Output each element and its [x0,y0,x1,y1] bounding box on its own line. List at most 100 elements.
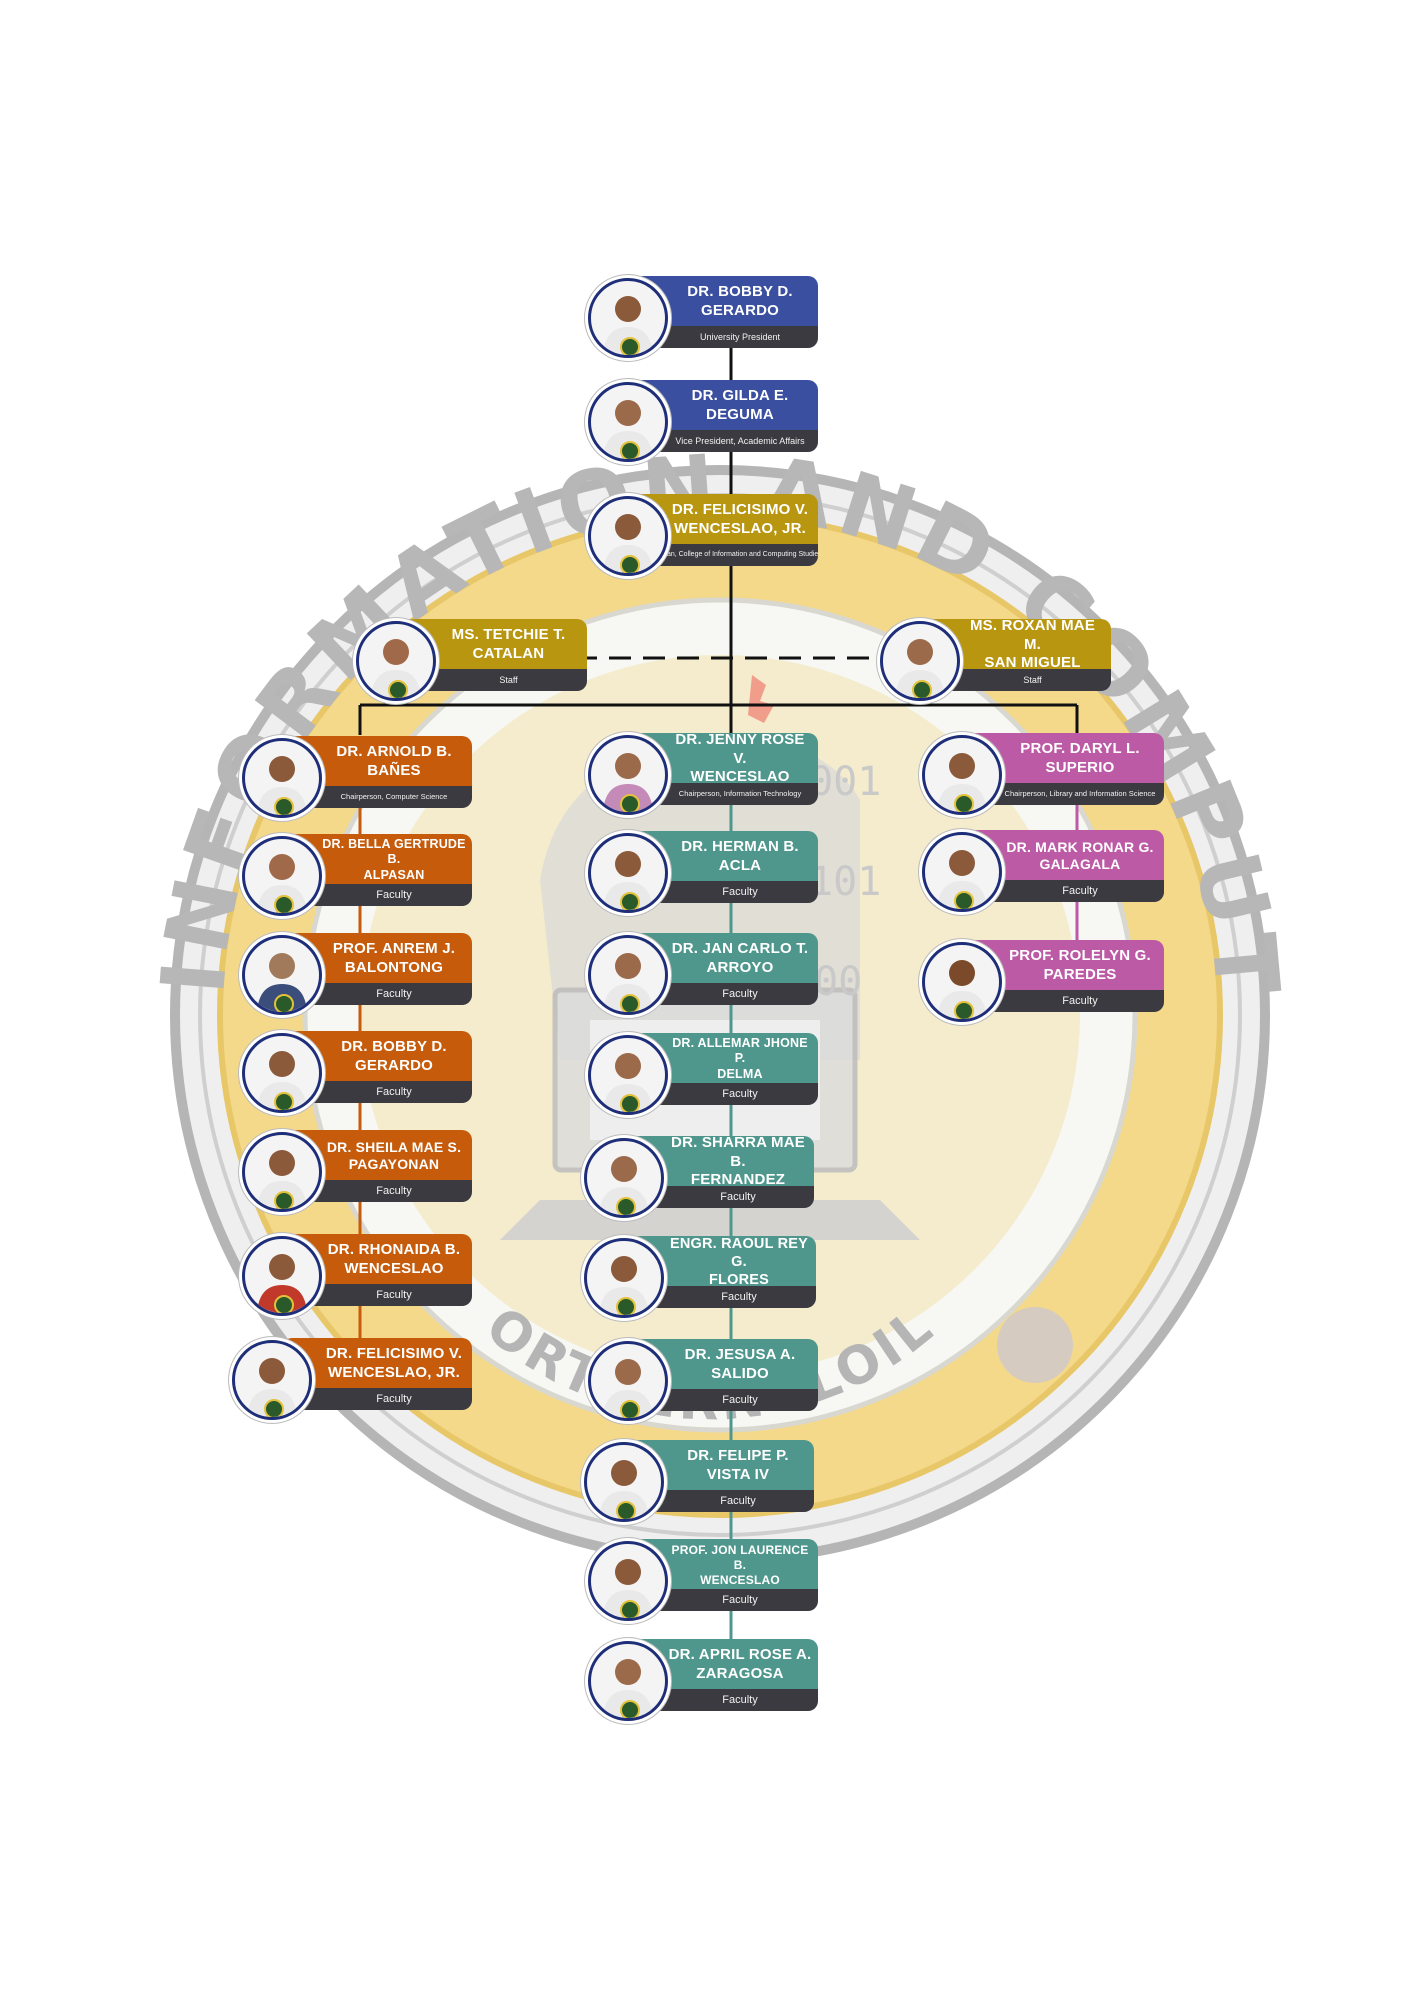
president-role: University President [628,326,818,348]
it-faculty-7-name-line-2: VISTA IV [706,1466,770,1483]
it-faculty-3-portrait-photo [588,1035,668,1115]
staff-1-portrait-photo [356,621,436,701]
org-node-it-faculty-8: PROF. JON LAURENCE B. WENCESLAO Faculty [588,1539,830,1621]
university-seal-badge [620,1600,640,1618]
university-seal-badge [616,1501,636,1519]
it-chair-name-line-2: WENCESLAO [690,768,790,786]
lis-faculty-1-name-line-1: DR. MARK RONAR G. [1006,838,1154,855]
university-seal-badge [620,994,640,1012]
lis-faculty-2-role: Faculty [962,990,1164,1012]
cs-faculty-4-role: Faculty [282,1180,472,1202]
it-faculty-2-role: Faculty [628,983,818,1005]
university-seal-badge [620,1400,640,1418]
university-seal-badge [620,1700,640,1718]
it-faculty-2-name-box: DR. JAN CARLO T. ARROYO [628,933,818,985]
cs-faculty-1-name-line-1: DR. BELLA GERTRUDE B. [322,836,466,867]
lis-chair-name-line-1: PROF. DARYL L. [1020,740,1140,758]
org-node-staff-2: MS. ROXAN MAE M. SAN MIGUEL Staff [880,617,1123,701]
org-node-staff-1: MS. TETCHIE T. CATALAN Staff [356,619,599,701]
it-faculty-9-name-line-2: ZARAGOSA [696,1665,784,1682]
university-seal-badge [388,680,408,698]
org-node-it-faculty-4: DR. SHARRA MAE B. FERNANDEZ Faculty [584,1133,830,1218]
it-faculty-8-name-box: PROF. JON LAURENCE B. WENCESLAO [628,1539,818,1591]
lis-faculty-2-name-line-2: PAREDES [1043,966,1117,983]
it-faculty-8-role: Faculty [628,1589,818,1611]
university-seal-badge [620,337,640,355]
cs-faculty-5-name-line-1: DR. RHONAIDA B. [327,1241,461,1259]
it-faculty-1-role: Faculty [628,881,818,903]
org-node-cs-faculty-4: DR. SHEILA MAE S. PAGAYONAN Faculty [242,1130,484,1212]
university-seal-badge [912,680,932,698]
it-faculty-8-name-line-1: PROF. JON LAURENCE B. [671,1542,809,1572]
cs-faculty-1-portrait-photo [242,836,322,916]
it-chair-portrait-photo [588,735,668,815]
lis-faculty-1-portrait-photo [922,832,1002,912]
university-seal-badge [274,797,294,815]
cs-chair-role: Chairperson, Computer Science [282,786,472,808]
staff-2-role: Staff [920,669,1111,691]
it-faculty-5-name-line-2: FLORES [708,1272,769,1289]
it-faculty-4-role: Faculty [628,1186,814,1208]
cs-faculty-6-role: Faculty [282,1388,472,1410]
it-faculty-2-portrait-photo [588,935,668,1015]
cs-chair-name-line-2: BAÑES [367,762,421,779]
it-faculty-3-name-line-2: DELMA [717,1066,763,1081]
university-seal-badge [620,794,640,812]
university-seal-badge [616,1297,636,1315]
cs-faculty-2-name-line-2: BALONTONG [344,959,444,976]
cs-faculty-4-name-line-1: DR. SHEILA MAE S. [326,1138,462,1155]
org-node-vp: DR. GILDA E. DEGUMA Vice President, Acade… [588,380,830,462]
president-name-line-2: GERARDO [700,302,780,319]
dean-name-line-1: DR. FELICISIMO V. [671,501,809,519]
connectors [358,345,1079,735]
org-node-cs-faculty-1: DR. BELLA GERTRUDE B. ALPASAN Faculty [242,834,484,916]
it-faculty-1-name-line-1: DR. HERMAN B. [681,838,799,856]
cs-faculty-4-name-line-2: PAGAYONAN [348,1156,440,1172]
it-faculty-9-name-line-1: DR. APRIL ROSE A. [668,1646,812,1664]
org-node-cs-faculty-2: PROF. ANREM J. BALONTONG Faculty [242,933,484,1015]
cs-faculty-1-name-line-2: ALPASAN [363,867,425,882]
university-seal-badge [274,1092,294,1110]
university-seal-badge [274,895,294,913]
org-node-cs-faculty-6: DR. FELICISIMO V. WENCESLAO, JR. Faculty [232,1338,484,1420]
cs-faculty-6-name-line-1: DR. FELICISIMO V. [325,1345,463,1363]
university-seal-badge [274,1191,294,1209]
cs-faculty-2-name-line-1: PROF. ANREM J. [332,940,456,958]
it-faculty-7-name-line-1: DR. FELIPE P. [687,1447,789,1465]
org-node-president: DR. BOBBY D. GERARDO University President [588,276,830,358]
it-faculty-4-name-line-2: FERNANDEZ [690,1171,786,1189]
cs-faculty-3-name-box: DR. BOBBY D. GERARDO [282,1031,472,1083]
it-faculty-3-role: Faculty [628,1083,818,1105]
cs-faculty-6-name-line-2: WENCESLAO, JR. [328,1364,460,1381]
university-seal-badge [264,1399,284,1417]
org-node-lis-faculty-1: DR. MARK RONAR G. GALAGALA Faculty [922,830,1176,912]
cs-faculty-3-name-line-2: GERARDO [354,1057,434,1074]
it-faculty-4-name-line-1: DR. SHARRA MAE B. [671,1133,805,1170]
org-node-it-faculty-9: DR. APRIL ROSE A. ZARAGOSA Faculty [588,1639,830,1721]
it-faculty-9-portrait-photo [588,1641,668,1721]
org-node-lis-chair: PROF. DARYL L. SUPERIO Chairperson, Libra… [922,733,1176,815]
university-seal-badge [954,891,974,909]
lis-chair-role: Chairperson, Library and Information Sci… [962,783,1164,805]
university-seal-badge [616,1197,636,1215]
university-seal-badge [620,441,640,459]
cs-faculty-5-name-line-2: WENCESLAO [344,1260,444,1277]
it-faculty-3-name-line-1: DR. ALLEMAR JHONE P. [672,1035,808,1066]
it-faculty-5-portrait-photo [584,1238,664,1318]
cs-faculty-3-name-line-1: DR. BOBBY D. [341,1038,447,1056]
it-faculty-6-role: Faculty [628,1389,818,1411]
org-node-cs-faculty-3: DR. BOBBY D. GERARDO Faculty [242,1031,484,1113]
university-seal-badge [274,1295,294,1313]
university-seal-badge [274,994,294,1012]
vp-portrait-photo [588,382,668,462]
it-faculty-9-role: Faculty [628,1689,818,1711]
cs-chair-portrait-photo [242,738,322,818]
cs-faculty-6-portrait-photo [232,1340,312,1420]
it-faculty-1-name-line-2: ACLA [718,857,762,874]
it-faculty-8-name-line-2: WENCESLAO [700,1572,780,1587]
org-node-lis-faculty-2: PROF. ROLELYN G. PAREDES Faculty [922,940,1176,1022]
cs-faculty-6-name-box: DR. FELICISIMO V. WENCESLAO, JR. [282,1338,472,1390]
cs-faculty-4-portrait-photo [242,1132,322,1212]
university-seal-badge [620,1094,640,1112]
it-chair-name-line-1: DR. JENNY ROSE V. [675,730,805,767]
